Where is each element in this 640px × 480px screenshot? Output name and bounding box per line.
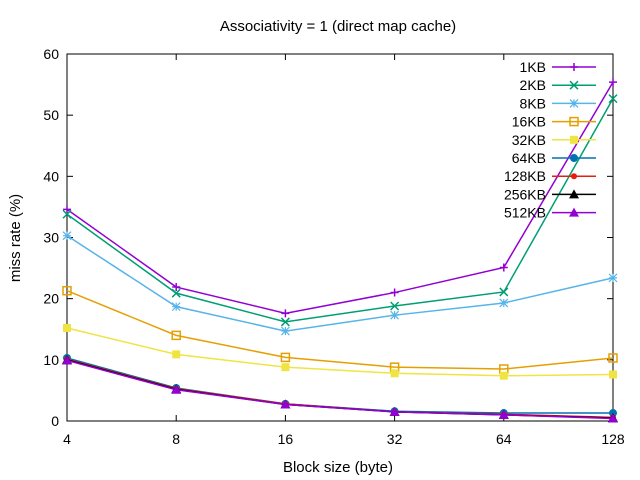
data-point	[390, 301, 400, 311]
data-point	[171, 302, 181, 312]
legend-label: 128KB	[504, 168, 546, 184]
y-tick-label: 0	[51, 413, 59, 429]
data-point	[390, 369, 399, 378]
legend-item-512kb: 512KB	[504, 205, 596, 221]
data-point	[171, 330, 181, 341]
legend-item-64kb: 64KB	[512, 150, 596, 166]
data-point	[172, 350, 181, 359]
legend-item-32kb: 32KB	[512, 132, 596, 148]
legend-marker	[570, 135, 578, 144]
series-512kb	[62, 355, 618, 423]
series-16kb	[62, 285, 618, 374]
series-line	[66, 327, 614, 377]
data-point	[281, 363, 290, 372]
data-point	[389, 406, 400, 416]
data-point	[608, 94, 618, 104]
legend-marker	[569, 116, 579, 127]
legend-label: 512KB	[504, 205, 546, 221]
series-2kb	[62, 94, 618, 327]
y-tick-label: 10	[43, 352, 59, 368]
series-line	[66, 235, 614, 332]
data-point	[280, 352, 291, 363]
legend-label: 8KB	[520, 95, 546, 111]
data-point	[499, 371, 508, 380]
data-point	[280, 317, 290, 327]
legend-item-16kb: 16KB	[512, 114, 596, 130]
data-point	[390, 310, 400, 320]
data-point	[63, 324, 71, 333]
x-tick-label: 8	[172, 431, 180, 447]
data-point	[171, 384, 182, 394]
y-tick-label: 50	[43, 107, 59, 123]
data-point	[280, 326, 290, 336]
legend-marker	[570, 154, 578, 162]
data-point	[498, 409, 509, 419]
data-point	[63, 205, 71, 214]
legend-marker	[569, 98, 579, 108]
data-point	[280, 399, 291, 409]
series-line	[66, 359, 614, 419]
series-256kb	[62, 354, 618, 422]
data-point	[62, 285, 72, 296]
legend-label: 256KB	[504, 186, 546, 202]
data-point	[499, 287, 509, 297]
series-line	[66, 81, 614, 315]
data-point	[172, 283, 181, 292]
x-tick-label: 32	[387, 431, 403, 447]
data-point	[609, 370, 617, 379]
legend-item-1kb: 1KB	[520, 59, 596, 75]
legend-marker	[569, 207, 579, 217]
series-1kb	[63, 78, 617, 318]
data-point	[62, 355, 72, 365]
data-point	[281, 309, 290, 318]
series-8kb	[62, 231, 618, 336]
legend-item-8kb: 8KB	[520, 95, 596, 111]
data-point	[608, 413, 618, 423]
x-tick-label: 64	[496, 431, 512, 447]
data-point	[609, 78, 617, 87]
legend-item-256kb: 256KB	[504, 186, 596, 202]
legend-marker	[569, 189, 579, 199]
legend-label: 64KB	[512, 150, 546, 166]
data-point	[62, 209, 72, 219]
legend-marker	[570, 63, 578, 71]
series-line	[66, 98, 614, 323]
series-group	[62, 78, 618, 423]
legend-label: 16KB	[512, 114, 546, 130]
series-32kb	[63, 324, 617, 380]
x-tick-label: 128	[601, 431, 625, 447]
data-point	[390, 288, 399, 297]
x-tick-label: 4	[63, 431, 71, 447]
series-line	[66, 359, 614, 420]
data-point	[499, 263, 508, 272]
x-axis-label: Block size (byte)	[283, 459, 393, 476]
chart-title: Associativity = 1 (direct map cache)	[220, 18, 456, 35]
axes: 0 10 20 30 40 50 60 4 8 16 32 64 128	[43, 46, 624, 447]
series-line	[66, 290, 614, 370]
y-tick-label: 60	[43, 46, 59, 62]
data-point	[608, 353, 618, 363]
data-point	[499, 298, 509, 308]
legend-label: 2KB	[520, 77, 546, 93]
legend-label: 32KB	[512, 132, 546, 148]
legend: 1KB 2KB 8KB 16KB 32KB 64KB 128KB 256KB 512KB	[504, 59, 596, 221]
data-point	[608, 273, 618, 283]
legend-marker	[571, 173, 577, 180]
legend-marker	[569, 80, 579, 90]
legend-item-128kb: 128KB	[504, 168, 596, 184]
legend-label: 1KB	[520, 59, 546, 75]
y-axis-label: miss rate (%)	[7, 194, 24, 282]
y-tick-label: 40	[43, 168, 59, 184]
y-tick-label: 30	[43, 230, 59, 246]
x-tick-label: 16	[278, 431, 294, 447]
data-point	[171, 288, 181, 298]
y-tick-label: 20	[43, 291, 59, 307]
data-point	[62, 231, 72, 241]
legend-item-2kb: 2KB	[520, 77, 596, 93]
